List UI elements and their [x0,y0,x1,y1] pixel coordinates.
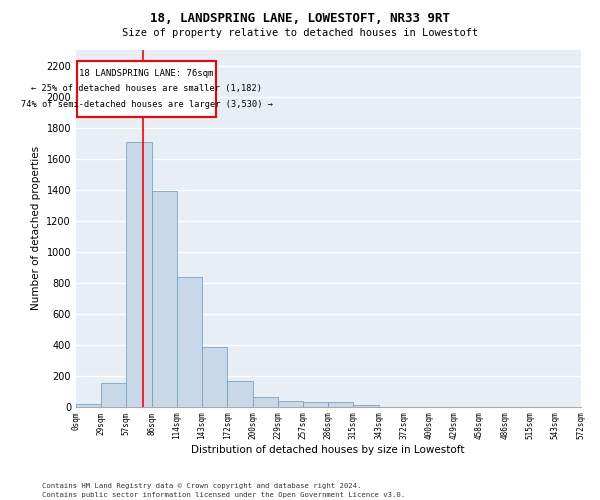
Text: Contains HM Land Registry data © Crown copyright and database right 2024.: Contains HM Land Registry data © Crown c… [42,483,361,489]
FancyBboxPatch shape [77,61,216,116]
Text: 18 LANDSPRING LANE: 76sqm: 18 LANDSPRING LANE: 76sqm [79,68,214,78]
Bar [76,404,101,407]
Bar [177,278,202,407]
Bar [278,400,303,407]
Bar [127,142,152,407]
Bar [253,396,278,407]
Bar [303,402,328,407]
Bar [101,383,127,407]
Text: Size of property relative to detached houses in Lowestoft: Size of property relative to detached ho… [122,28,478,38]
Y-axis label: Number of detached properties: Number of detached properties [31,146,41,310]
Bar [202,347,227,407]
Bar [227,381,253,407]
Text: ← 25% of detached houses are smaller (1,182): ← 25% of detached houses are smaller (1,… [31,84,262,94]
Bar [353,404,379,407]
Bar [152,191,177,407]
Text: 74% of semi-detached houses are larger (3,530) →: 74% of semi-detached houses are larger (… [20,100,272,109]
Bar [328,402,353,407]
Text: Contains public sector information licensed under the Open Government Licence v3: Contains public sector information licen… [42,492,405,498]
Text: 18, LANDSPRING LANE, LOWESTOFT, NR33 9RT: 18, LANDSPRING LANE, LOWESTOFT, NR33 9RT [150,12,450,26]
X-axis label: Distribution of detached houses by size in Lowestoft: Distribution of detached houses by size … [191,445,465,455]
